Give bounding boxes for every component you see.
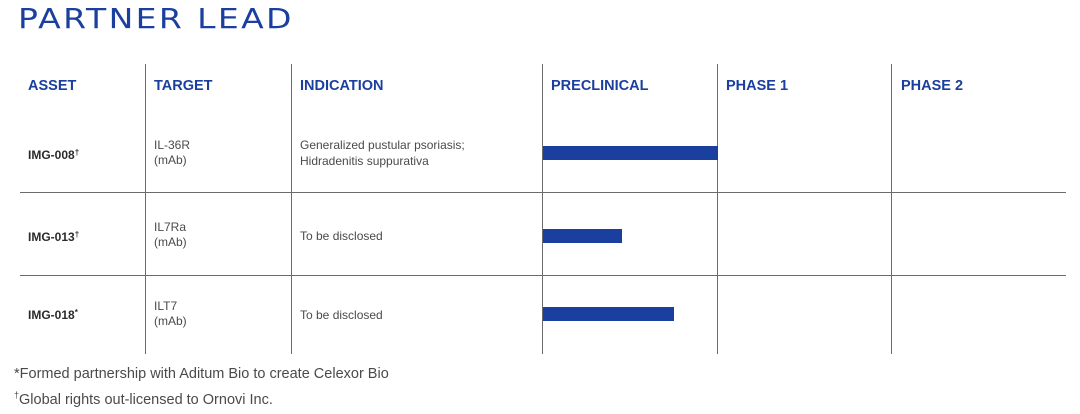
column-header-phase-1: PHASE 1 (726, 78, 789, 94)
row-divider (20, 275, 1066, 276)
progress-bar (543, 229, 622, 243)
column-header-phase-2: PHASE 2 (901, 78, 964, 94)
column-header-preclinical: PRECLINICAL (551, 78, 649, 94)
asset-footnote-mark: † (74, 148, 80, 157)
footnote-mark: † (14, 390, 20, 400)
target-cell: IL7Ra (mAb) (154, 220, 187, 250)
progress-bar (543, 146, 718, 160)
target-name: IL7Ra (154, 220, 187, 234)
footnote-partnership: *Formed partnership with Aditum Bio to c… (14, 366, 389, 382)
target-cell: ILT7 (mAb) (154, 299, 187, 329)
indication-cell: To be disclosed (300, 228, 383, 244)
indication-text: To be disclosed (300, 229, 383, 243)
column-header-indication: INDICATION (300, 78, 384, 94)
target-modality: (mAb) (154, 153, 187, 167)
page-title: PARTNER LEAD (18, 2, 294, 35)
column-divider (542, 64, 543, 354)
column-header-asset: ASSET (28, 78, 77, 94)
indication-cell: To be disclosed (300, 307, 383, 323)
asset-name: IMG-008† (28, 148, 80, 162)
column-divider (891, 64, 892, 354)
target-name: IL-36R (154, 138, 191, 152)
asset-footnote-mark: * (74, 308, 78, 317)
indication-text: Hidradenitis suppurativa (300, 154, 429, 168)
asset-name: IMG-018* (28, 308, 78, 322)
column-divider (717, 64, 718, 354)
asset-name: IMG-013† (28, 230, 80, 244)
column-header-target: TARGET (154, 78, 213, 94)
row-divider (20, 192, 1066, 193)
target-modality: (mAb) (154, 314, 187, 328)
target-name: ILT7 (154, 299, 178, 313)
column-divider (145, 64, 146, 354)
footnote-out-license: †Global rights out-licensed to Ornovi In… (14, 390, 273, 408)
indication-cell: Generalized pustular psoriasis; Hidraden… (300, 137, 465, 169)
target-cell: IL-36R (mAb) (154, 138, 190, 168)
progress-bar (543, 307, 674, 321)
indication-text: To be disclosed (300, 308, 383, 322)
target-modality: (mAb) (154, 235, 187, 249)
indication-text: Generalized pustular psoriasis; (300, 138, 465, 152)
column-divider (291, 64, 292, 354)
asset-footnote-mark: † (74, 230, 80, 239)
